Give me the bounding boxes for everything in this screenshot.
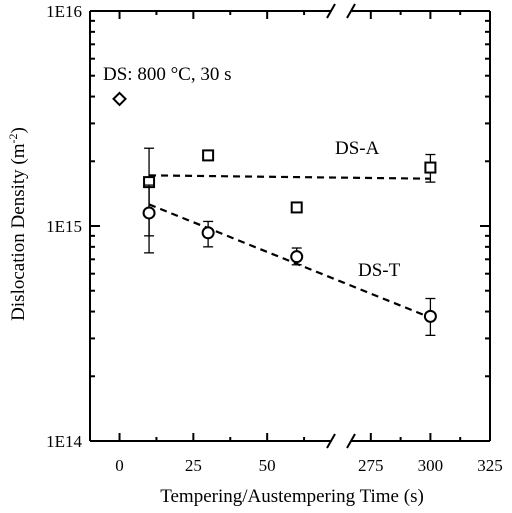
bottom-axis-break-mark [346,433,356,449]
y-tick-label: 1E15 [46,217,82,236]
y-tick-label: 1E16 [46,2,82,21]
y-tick-label: 1E14 [46,432,82,451]
data-point-circle [142,206,156,220]
data-point-diamond [112,91,127,107]
trend-line-circle [148,203,431,319]
data-point-circle [201,226,215,240]
x-tick-label: 300 [418,456,444,475]
x-axis-label: Tempering/Austempering Time (s) [160,486,424,507]
data-point-square [424,161,437,174]
annotation-ds-t: DS-T [358,260,401,281]
annotation-ds-a: DS-A [335,138,380,159]
data-point-square [202,149,215,162]
x-tick-label: 50 [259,456,276,475]
data-point-square [290,201,303,214]
top-axis-break-mark [346,3,356,19]
x-tick-label: 325 [477,456,503,475]
x-tick-label: 25 [185,456,202,475]
trend-line-square [149,174,431,180]
annotation-ds-condition: DS: 800 °C, 30 s [103,64,231,85]
plot-marks [112,91,437,337]
data-point-circle [290,250,304,264]
x-tick-label: 0 [115,456,124,475]
plot-axes: 0 25 50 275 300 325 1E14 1E15 1E16 [46,2,503,475]
y-axis-label: Dislocation Density (m-2) [6,127,29,321]
bottom-axis-break-mark [326,433,336,449]
data-point-circle [423,309,437,323]
top-axis-break-mark [326,3,336,19]
x-tick-label: 275 [358,456,384,475]
